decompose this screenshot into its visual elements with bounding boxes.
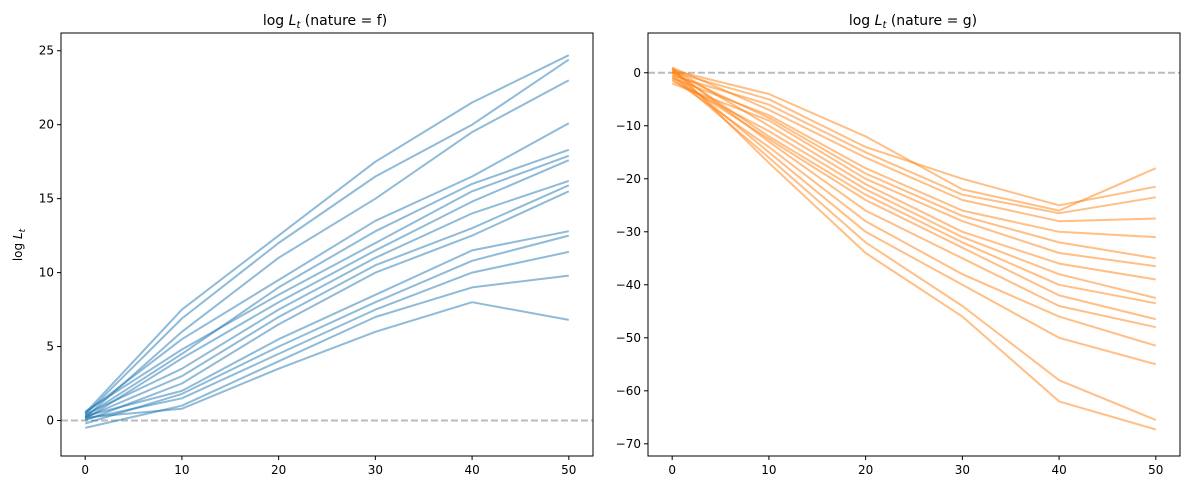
series-line-6 [84, 159, 570, 420]
y-tick-label: 20 [39, 118, 54, 132]
series-line-14 [85, 301, 569, 419]
chart-panel-f: log Lt (nature = f) log Lt 0 10 20 30 40 50 0 5… [11, 13, 594, 477]
series-line-15 [671, 67, 1157, 431]
y-tick-label: 5 [46, 340, 54, 354]
y-tick-label: 15 [39, 192, 54, 206]
x-tick-label: 20 [271, 463, 286, 477]
series-line-1 [671, 70, 1156, 207]
series-line-9 [84, 190, 570, 422]
y-tick-label: 0 [633, 66, 641, 80]
series-line-11 [671, 68, 1157, 329]
series-line-5 [671, 71, 1156, 260]
x-tick-label: 0 [668, 463, 676, 477]
series-line-8 [84, 184, 570, 419]
series-line-7 [671, 67, 1156, 281]
y-tick-label: −50 [616, 331, 641, 345]
series-line-4 [84, 148, 570, 417]
plot-area-f: 0 10 20 30 40 50 0 5 10 15 20 25 [39, 32, 594, 477]
series-line-3 [671, 66, 1156, 223]
series-line-12 [671, 78, 1157, 347]
x-tick-label: 30 [955, 463, 970, 477]
series-line-2 [671, 74, 1156, 215]
series-line-5 [84, 154, 570, 413]
series-line-10 [84, 230, 569, 418]
x-tick-label: 0 [81, 463, 89, 477]
y-tick-label: 0 [46, 414, 54, 428]
series-line-11 [84, 234, 570, 425]
y-tick-label: 25 [39, 44, 54, 58]
chart-title-g: log Lt (nature = g) [849, 13, 977, 31]
series-line-1 [84, 58, 570, 416]
series-line-3 [84, 122, 570, 414]
series-line-8 [671, 79, 1157, 299]
x-tick-label: 10 [174, 463, 189, 477]
chart-panel-g: log Lt (nature = g) 0 10 20 30 40 50 0 −10 −20 −3… [616, 13, 1181, 477]
x-tick-label: 40 [1051, 463, 1066, 477]
series-line-14 [671, 74, 1157, 421]
x-tick-label: 10 [761, 463, 776, 477]
y-tick-label: −70 [616, 437, 641, 451]
series-line-0 [84, 54, 570, 414]
y-tick-label: −20 [616, 172, 641, 186]
series-line-4 [671, 77, 1156, 239]
y-tick-label: −60 [616, 384, 641, 398]
y-axis-label-f: log Lt [11, 228, 28, 261]
series-line-2 [84, 79, 570, 419]
plot-area-g: 0 10 20 30 40 50 0 −10 −20 −30 −40 −50 −60 −70 [616, 32, 1181, 477]
y-tick-label: −40 [616, 278, 641, 292]
chart-title-f: log Lt (nature = f) [263, 13, 387, 31]
series-line-12 [84, 250, 570, 420]
series-line-7 [84, 179, 570, 416]
x-tick-label: 50 [561, 463, 576, 477]
x-tick-label: 50 [1148, 463, 1163, 477]
x-tick-label: 20 [858, 463, 873, 477]
x-tick-label: 40 [464, 463, 479, 477]
series-line-13 [671, 71, 1157, 366]
axes-frame [60, 32, 594, 457]
y-tick-label: −30 [616, 225, 641, 239]
axes-frame [647, 32, 1181, 457]
series-line-9 [671, 70, 1156, 305]
x-tick-label: 30 [368, 463, 383, 477]
y-tick-label: −10 [616, 119, 641, 133]
y-tick-label: 10 [39, 266, 54, 280]
series-line-6 [671, 82, 1156, 268]
